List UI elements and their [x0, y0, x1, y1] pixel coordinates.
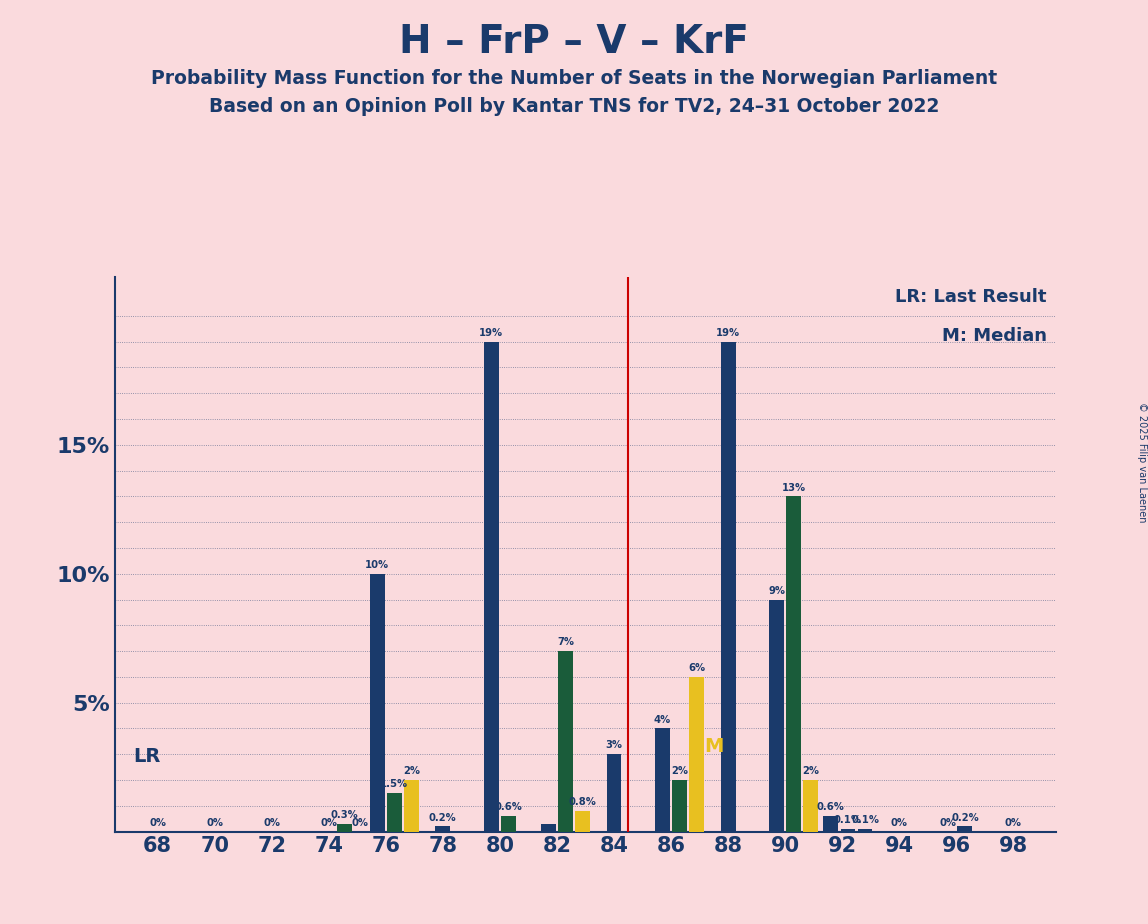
Text: 0.1%: 0.1%	[833, 815, 862, 825]
Text: 1.5%: 1.5%	[380, 779, 409, 789]
Text: 0.1%: 0.1%	[851, 815, 879, 825]
Text: 0%: 0%	[207, 818, 223, 828]
Text: 19%: 19%	[716, 328, 740, 338]
Text: 9%: 9%	[768, 586, 785, 596]
Text: 10%: 10%	[365, 560, 389, 570]
Bar	[558, 651, 573, 832]
Bar	[541, 824, 556, 832]
Text: © 2025 Filip van Laenen: © 2025 Filip van Laenen	[1138, 402, 1147, 522]
Text: 3%: 3%	[605, 740, 622, 750]
Bar	[840, 829, 855, 832]
Text: Probability Mass Function for the Number of Seats in the Norwegian Parliament: Probability Mass Function for the Number…	[150, 69, 998, 89]
Bar	[769, 600, 784, 832]
Text: 13%: 13%	[782, 482, 806, 492]
Text: 0%: 0%	[939, 818, 956, 828]
Text: LR: Last Result: LR: Last Result	[895, 288, 1047, 306]
Bar	[786, 496, 801, 832]
Bar	[484, 342, 498, 832]
Bar	[404, 780, 419, 832]
Text: 2%: 2%	[802, 766, 820, 776]
Text: H – FrP – V – KrF: H – FrP – V – KrF	[400, 23, 748, 61]
Text: 4%: 4%	[654, 714, 672, 724]
Text: 0.2%: 0.2%	[429, 812, 457, 822]
Bar	[370, 574, 385, 832]
Text: 2%: 2%	[672, 766, 688, 776]
Text: 0.6%: 0.6%	[495, 802, 522, 812]
Text: 0%: 0%	[1004, 818, 1022, 828]
Bar	[721, 342, 736, 832]
Text: M: Median: M: Median	[941, 327, 1047, 345]
Text: 0.6%: 0.6%	[817, 802, 845, 812]
Bar	[435, 826, 450, 832]
Text: 7%: 7%	[557, 638, 574, 647]
Text: Based on an Opinion Poll by Kantar TNS for TV2, 24–31 October 2022: Based on an Opinion Poll by Kantar TNS f…	[209, 97, 939, 116]
Text: 0.3%: 0.3%	[331, 810, 358, 820]
Text: LR: LR	[133, 748, 161, 766]
Text: 19%: 19%	[479, 328, 504, 338]
Text: 0%: 0%	[320, 818, 338, 828]
Bar	[338, 824, 351, 832]
Text: 0%: 0%	[351, 818, 369, 828]
Text: 6%: 6%	[688, 663, 705, 673]
Text: M: M	[704, 737, 723, 756]
Text: 0%: 0%	[263, 818, 280, 828]
Text: 2%: 2%	[403, 766, 420, 776]
Text: 0%: 0%	[149, 818, 166, 828]
Bar	[575, 811, 590, 832]
Bar	[501, 816, 515, 832]
Bar	[606, 754, 621, 832]
Text: 0.8%: 0.8%	[568, 797, 597, 807]
Bar	[689, 677, 704, 832]
Bar	[656, 728, 670, 832]
Bar	[823, 816, 838, 832]
Text: 0.2%: 0.2%	[951, 812, 979, 822]
Bar	[387, 793, 402, 832]
Bar	[858, 829, 872, 832]
Bar	[957, 826, 972, 832]
Text: 0%: 0%	[891, 818, 908, 828]
Bar	[673, 780, 687, 832]
Bar	[804, 780, 819, 832]
